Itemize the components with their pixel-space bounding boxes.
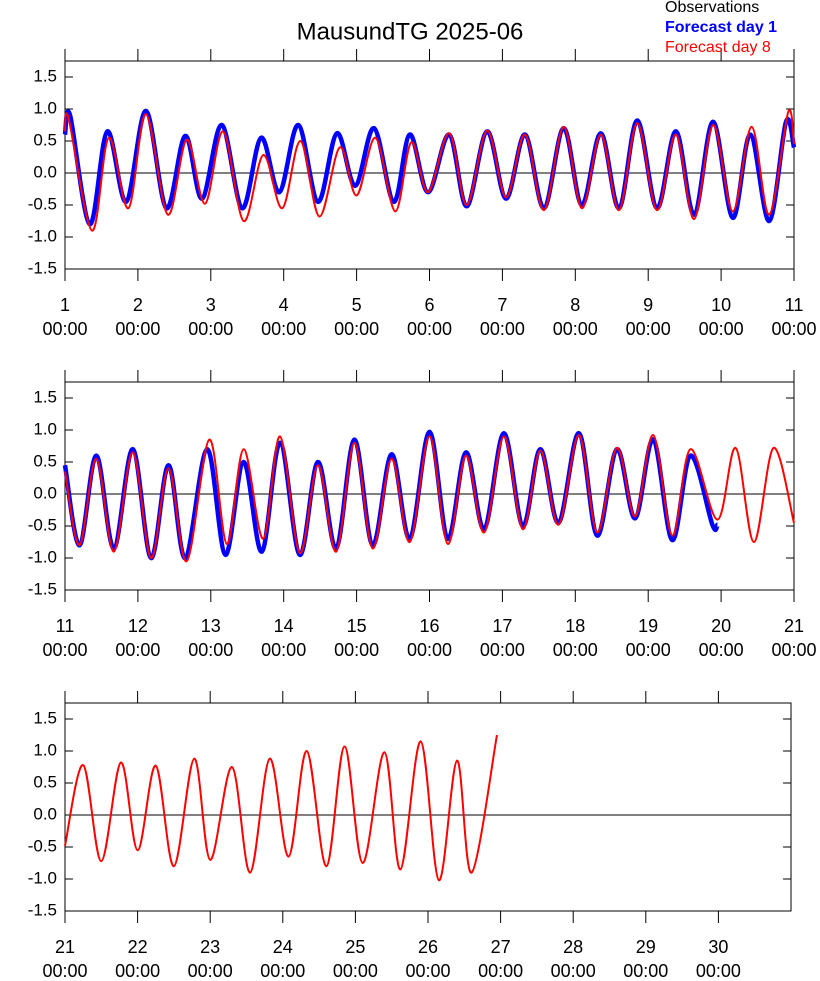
x-tick-label: 6 00:00 — [406, 295, 453, 339]
y-tick-label: 0.0 — [33, 483, 57, 502]
series-line — [62, 108, 797, 227]
y-tick-label: -0.5 — [28, 515, 57, 534]
x-tick-label: 20 00:00 — [698, 616, 744, 660]
y-tick-label: 1.0 — [33, 419, 57, 438]
y-tick-label: -0.5 — [28, 194, 57, 213]
x-tick-label: 23 00:00 — [187, 937, 233, 981]
x-tick-label: 19 00:00 — [625, 616, 671, 660]
y-tick-label: 0.5 — [33, 772, 57, 791]
x-tick-label: 28 00:00 — [550, 937, 596, 981]
y-tick-label: -1.5 — [28, 258, 57, 277]
y-tick-label: -1.0 — [28, 547, 57, 566]
y-tick-label: 0.5 — [33, 130, 57, 149]
x-tick-label: 22 00:00 — [115, 937, 161, 981]
series-line — [64, 734, 498, 882]
x-tick-label: 7 00:00 — [479, 295, 525, 339]
x-tick-label: 21 00:00 — [42, 937, 88, 981]
x-tick-label: 14 00:00 — [261, 616, 307, 660]
x-tick-label: 15 00:00 — [334, 616, 380, 660]
y-tick-label: 1.5 — [33, 387, 57, 406]
x-tick-label: 29 00:00 — [623, 937, 669, 981]
x-tick-label: 18 00:00 — [552, 616, 598, 660]
x-tick-label: 3 00:00 — [188, 295, 234, 339]
legend-entry: Forecast day 8 — [665, 39, 771, 56]
x-tick-label: 2 00:00 — [115, 295, 161, 339]
legend-entry: Forecast day 1 — [665, 19, 777, 36]
chart-title: MausundTG 2025-06 — [297, 18, 524, 45]
x-tick-label: 9 00:00 — [625, 295, 671, 339]
legend-entry: Observations — [665, 0, 759, 16]
y-tick-label: 1.5 — [33, 66, 57, 85]
x-tick-label: 27 00:00 — [478, 937, 524, 981]
series-line — [64, 108, 795, 232]
y-tick-label: 0.0 — [33, 162, 57, 181]
y-tick-label: 0.5 — [33, 451, 57, 470]
y-tick-label: 1.5 — [33, 708, 57, 727]
y-tick-label: -1.0 — [28, 868, 57, 887]
y-tick-label: -1.5 — [28, 579, 57, 598]
x-tick-label: 21 00:00 — [771, 616, 817, 660]
x-tick-label: 11 00:00 — [771, 295, 817, 339]
x-tick-label: 16 00:00 — [406, 616, 453, 660]
x-tick-label: 11 00:00 — [42, 616, 88, 660]
y-tick-label: 1.0 — [33, 98, 57, 117]
x-tick-label: 12 00:00 — [115, 616, 161, 660]
x-tick-label: 17 00:00 — [479, 616, 525, 660]
plot-frame — [64, 702, 792, 912]
x-tick-label: 24 00:00 — [260, 937, 306, 981]
x-tick-label: 30 00:00 — [695, 937, 741, 981]
x-tick-label: 10 00:00 — [698, 295, 744, 339]
y-tick-label: -1.0 — [28, 226, 57, 245]
x-tick-label: 5 00:00 — [334, 295, 380, 339]
x-tick-label: 13 00:00 — [188, 616, 234, 660]
y-tick-label: 1.0 — [33, 740, 57, 759]
x-tick-label: 26 00:00 — [405, 937, 451, 981]
series-line — [64, 434, 795, 563]
x-tick-label: 4 00:00 — [261, 295, 307, 339]
x-tick-label: 8 00:00 — [552, 295, 598, 339]
y-tick-label: 0.0 — [33, 804, 57, 823]
y-tick-label: -1.5 — [28, 900, 57, 919]
x-tick-label: 25 00:00 — [332, 937, 378, 981]
y-tick-label: -0.5 — [28, 836, 57, 855]
x-tick-label: 1 00:00 — [42, 295, 88, 339]
